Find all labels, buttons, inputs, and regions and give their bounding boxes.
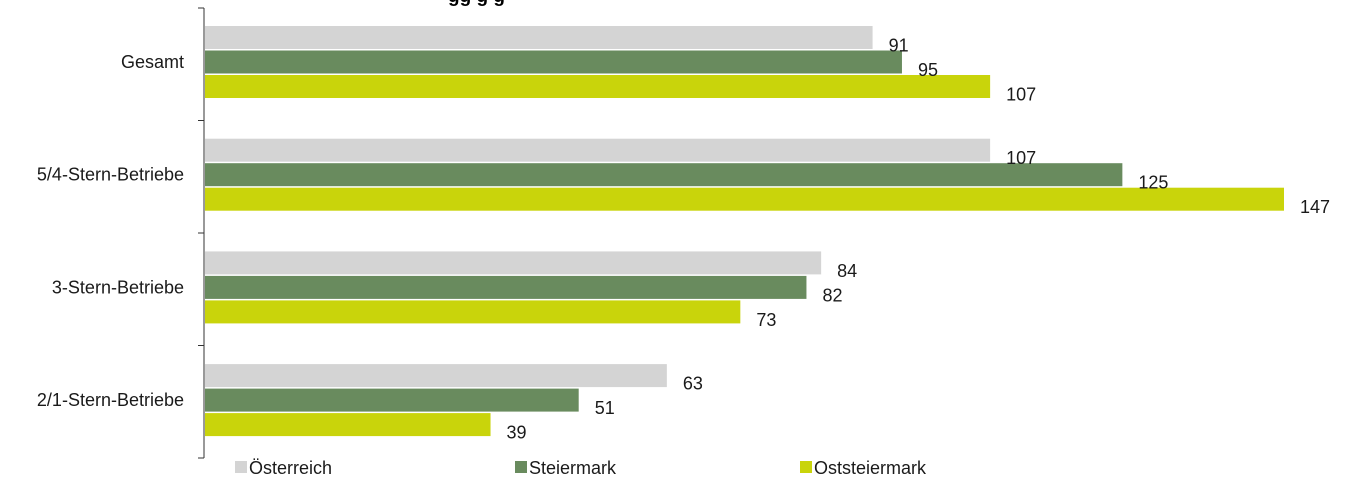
value-label: 63 (683, 374, 703, 394)
value-label: 84 (837, 261, 857, 281)
bar (205, 388, 579, 412)
chart-title-clipped: gg g g (448, 0, 505, 7)
legend-swatch (235, 461, 247, 473)
chart-title-fragment: gg g g (448, 0, 505, 7)
value-label: 39 (507, 423, 527, 443)
legend: Österreich Steiermark Oststeiermark (235, 458, 927, 478)
value-label: 73 (756, 310, 776, 330)
value-label: 95 (918, 60, 938, 80)
legend-label: Österreich (249, 458, 332, 478)
bar (205, 163, 1123, 187)
category-label: 3-Stern-Betriebe (52, 277, 184, 297)
value-label: 147 (1300, 197, 1330, 217)
bar (205, 300, 741, 324)
bar (205, 364, 667, 388)
bar (205, 50, 902, 74)
value-label: 91 (889, 36, 909, 56)
bar (205, 75, 991, 98)
bars (205, 26, 1284, 437)
legend-swatch (515, 461, 527, 473)
bar (205, 413, 491, 437)
category-label: 2/1-Stern-Betriebe (37, 390, 184, 410)
category-labels: Gesamt 5/4-Stern-Betriebe 3-Stern-Betriebe… (37, 52, 184, 410)
value-label: 51 (595, 398, 615, 418)
bar (205, 251, 822, 275)
legend-label: Oststeiermark (814, 458, 927, 478)
legend-label: Steiermark (529, 458, 617, 478)
value-label: 82 (822, 285, 842, 305)
y-axis-ticks (198, 7, 204, 459)
category-label: Gesamt (121, 52, 184, 72)
category-label: 5/4-Stern-Betriebe (37, 165, 184, 185)
bar (205, 275, 807, 299)
bar (205, 26, 873, 49)
bar (205, 187, 1284, 211)
value-label: 125 (1138, 173, 1168, 193)
value-labels: 91 95 107 107 125 147 84 82 73 63 51 39 (507, 36, 1331, 443)
value-label: 107 (1006, 85, 1036, 105)
legend-swatch (800, 461, 812, 473)
bar (205, 138, 991, 162)
value-label: 107 (1006, 148, 1036, 168)
